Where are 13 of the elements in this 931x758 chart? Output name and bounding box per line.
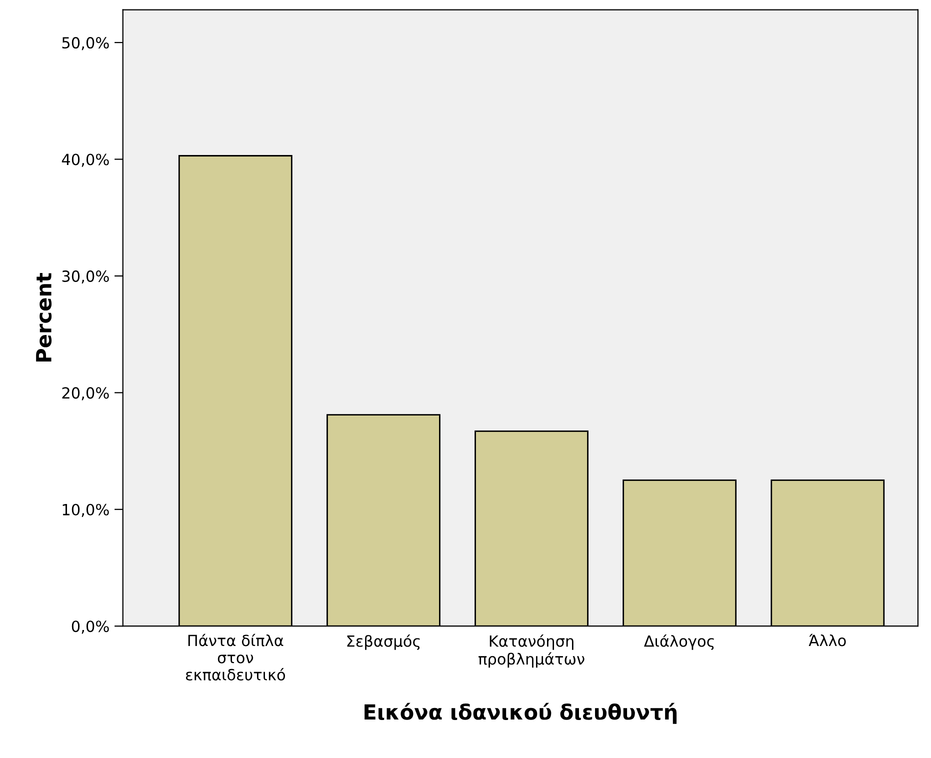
y-tick-label: 40,0% (62, 154, 109, 167)
x-tick-label: Άλλο (808, 634, 846, 646)
y-tick-label: 0,0% (72, 620, 109, 634)
x-tick-label: Κατανόηση προβλημάτων (478, 634, 584, 668)
y-tick-label: 50,0% (62, 37, 109, 50)
x-tick-label: Διάλογος (644, 634, 714, 650)
x-tick-label: Πάντα δίπλα στον εκπαιδευτικό (186, 634, 286, 681)
x-axis-title: Εικόνα ιδανικού διευθυντή (364, 702, 677, 724)
y-tick-label: 20,0% (62, 387, 109, 400)
y-axis-title: Percent (36, 272, 52, 362)
y-tick-label: 30,0% (62, 270, 109, 284)
y-tick-label: 10,0% (62, 504, 109, 517)
x-tick-label: Σεβασμός (347, 634, 420, 650)
